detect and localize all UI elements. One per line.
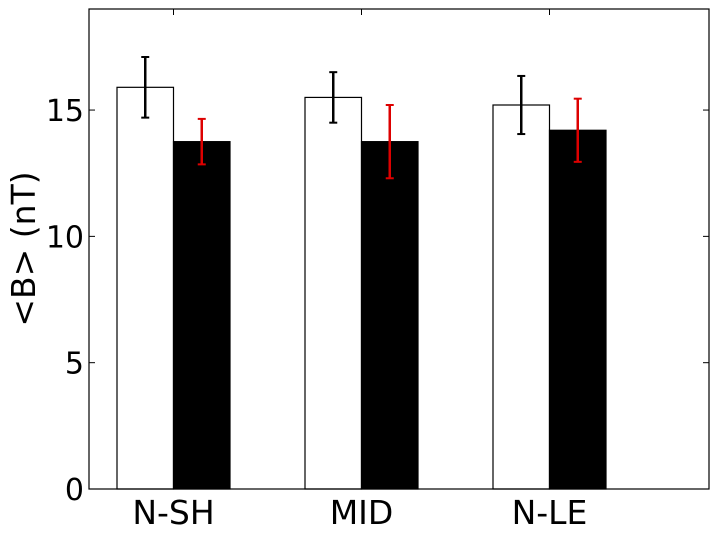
bars-group bbox=[116, 86, 607, 490]
bar-n-sh-series-1 bbox=[172, 141, 231, 490]
y-tick-label-0: 0 bbox=[65, 473, 84, 508]
x-tick-label-n-sh: N-SH bbox=[132, 493, 214, 532]
x-tick-label-mid: MID bbox=[330, 493, 394, 532]
y-tick-label-3: 15 bbox=[46, 94, 84, 129]
x-tick-label-n-le: N-LE bbox=[512, 493, 588, 532]
x-tick-group: N-SH MID N-LE bbox=[132, 9, 587, 532]
y-tick-label-2: 10 bbox=[46, 220, 84, 255]
bar-n-sh-series-0 bbox=[116, 86, 175, 490]
y-axis-label: <B> (nT) bbox=[4, 171, 43, 326]
error-bars-group bbox=[141, 56, 582, 180]
bar-mid-series-1 bbox=[360, 141, 419, 490]
bar-n-le-series-0 bbox=[492, 104, 551, 490]
bar-n-le-series-1 bbox=[548, 129, 607, 490]
y-tick-label-1: 5 bbox=[65, 347, 84, 382]
plot-frame bbox=[88, 8, 710, 490]
y-tick-group: 0 5 10 15 bbox=[46, 94, 709, 508]
bar-mid-series-0 bbox=[304, 96, 363, 490]
